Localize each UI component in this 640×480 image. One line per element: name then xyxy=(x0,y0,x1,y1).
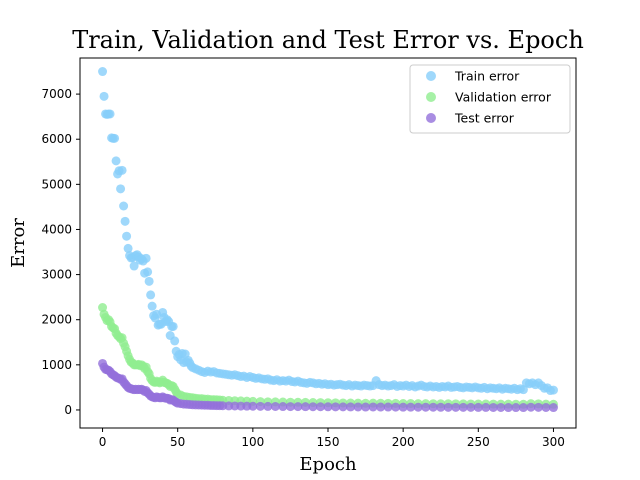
data-point xyxy=(278,402,288,412)
y-tick-label: 6000 xyxy=(41,132,72,146)
data-point xyxy=(323,402,333,412)
x-tick-label: 200 xyxy=(392,435,415,449)
data-point xyxy=(383,402,393,412)
legend-marker xyxy=(426,113,436,123)
data-point xyxy=(147,301,157,311)
data-point xyxy=(143,267,153,277)
data-point xyxy=(117,165,127,175)
data-point xyxy=(421,402,431,412)
y-axis: 0 1000 2000 3000 4000 5000 6000 7000 xyxy=(41,87,80,417)
legend-label: Train error xyxy=(454,69,520,84)
data-point xyxy=(503,403,513,413)
data-point xyxy=(443,402,453,412)
data-point xyxy=(481,402,491,412)
data-point xyxy=(451,402,461,412)
data-point xyxy=(413,402,423,412)
data-point xyxy=(368,402,378,412)
data-point xyxy=(518,385,528,395)
x-tick-label: 250 xyxy=(467,435,490,449)
data-point xyxy=(466,402,476,412)
legend: Train error Validation error Test error xyxy=(409,64,571,134)
data-point xyxy=(458,402,468,412)
data-point xyxy=(99,91,109,101)
x-tick-label: 50 xyxy=(170,435,185,449)
data-point xyxy=(533,402,543,412)
data-point xyxy=(168,321,178,331)
x-tick-label: 0 xyxy=(99,435,107,449)
data-point xyxy=(548,385,558,395)
x-axis: 0 50 100 150 200 250 300 xyxy=(99,428,565,449)
data-point xyxy=(263,401,273,411)
data-point xyxy=(361,402,371,412)
data-point xyxy=(346,402,356,412)
data-point xyxy=(353,402,363,412)
data-point xyxy=(255,401,265,411)
data-point xyxy=(526,402,536,412)
x-tick-label: 300 xyxy=(542,435,565,449)
y-tick-label: 2000 xyxy=(41,313,72,327)
x-tick-label: 100 xyxy=(241,435,264,449)
data-point xyxy=(300,402,310,412)
data-point xyxy=(391,402,401,412)
legend-label: Validation error xyxy=(455,90,552,105)
data-point xyxy=(123,243,133,253)
data-point xyxy=(129,261,139,271)
data-point xyxy=(111,156,121,166)
legend-marker xyxy=(426,71,436,81)
x-axis-label: Epoch xyxy=(299,454,357,475)
data-point xyxy=(285,402,295,412)
data-point xyxy=(308,402,318,412)
data-point xyxy=(122,231,132,241)
y-tick-label: 0 xyxy=(64,403,72,417)
data-point xyxy=(331,402,341,412)
x-tick-label: 150 xyxy=(317,435,340,449)
y-tick-label: 5000 xyxy=(41,177,72,191)
data-point xyxy=(110,133,120,143)
data-point xyxy=(436,402,446,412)
data-point xyxy=(473,402,483,412)
data-point xyxy=(248,401,258,411)
y-tick-label: 1000 xyxy=(41,358,72,372)
y-tick-label: 7000 xyxy=(41,87,72,101)
data-point xyxy=(488,402,498,412)
data-point xyxy=(270,401,280,411)
legend-label: Test error xyxy=(454,111,515,126)
data-point xyxy=(541,402,551,412)
data-point xyxy=(496,402,506,412)
chart-title: Train, Validation and Test Error vs. Epo… xyxy=(72,26,584,54)
data-point xyxy=(428,402,438,412)
y-tick-label: 3000 xyxy=(41,268,72,282)
points-layer xyxy=(98,67,558,413)
data-point xyxy=(105,109,115,119)
data-point xyxy=(518,403,528,413)
data-point xyxy=(398,402,408,412)
data-point xyxy=(338,402,348,412)
data-point xyxy=(315,402,325,412)
data-point xyxy=(120,216,130,226)
data-point xyxy=(116,184,126,194)
data-point xyxy=(146,290,156,300)
data-point xyxy=(98,67,108,77)
data-point xyxy=(141,253,151,263)
data-point xyxy=(293,402,303,412)
data-point xyxy=(406,402,416,412)
data-point xyxy=(170,336,180,346)
data-point xyxy=(144,276,154,286)
data-point xyxy=(98,303,108,313)
data-point xyxy=(548,403,558,413)
data-point xyxy=(511,403,521,413)
legend-box xyxy=(409,64,571,134)
y-tick-label: 4000 xyxy=(41,222,72,236)
y-axis-label: Error xyxy=(8,218,29,268)
data-point xyxy=(376,402,386,412)
data-point xyxy=(119,201,129,211)
legend-marker xyxy=(426,92,436,102)
